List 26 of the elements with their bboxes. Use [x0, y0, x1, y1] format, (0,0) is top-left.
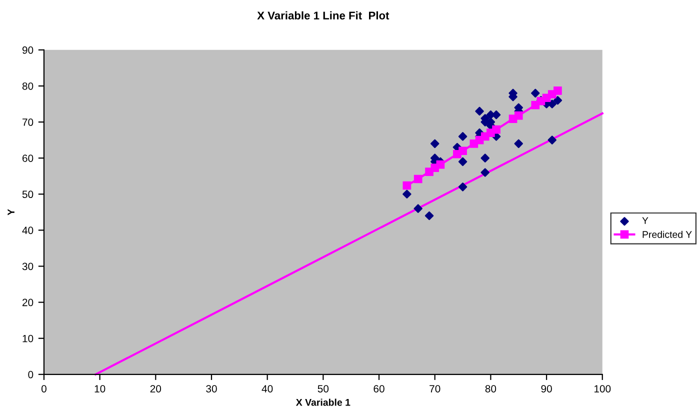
- x-tick-label: 60: [374, 385, 384, 392]
- y-tick-label: 70: [22, 118, 34, 126]
- y-tick-label: 30: [22, 262, 34, 270]
- y-tick-label: 90: [22, 46, 34, 54]
- x-tick-label: 0: [41, 385, 46, 392]
- y-tick-label: 20: [22, 298, 34, 306]
- x-tick-label: 20: [150, 385, 162, 392]
- x-tick-label: 100: [594, 385, 611, 392]
- x-tick-label: 70: [430, 385, 440, 392]
- x-tick-label: 30: [206, 385, 217, 392]
- x-tick-label: 90: [541, 385, 552, 392]
- y-tick-label: 40: [22, 226, 34, 234]
- y-tick-label: 0: [28, 370, 34, 378]
- x-tick-label: 10: [94, 385, 106, 392]
- y-tick-label: 60: [22, 154, 34, 162]
- y-tick-label: 10: [22, 334, 34, 342]
- y-tick-label: 80: [22, 82, 34, 90]
- x-tick-label: 50: [318, 385, 329, 392]
- chart-title: X Variable 1 Line Fit Plot: [257, 11, 390, 20]
- y-axis-title: Y: [8, 209, 14, 216]
- legend-label: Predicted Y: [642, 230, 692, 238]
- x-tick-label: 80: [485, 385, 496, 392]
- x-tick-label: 40: [262, 385, 273, 392]
- legend-label: Y: [642, 217, 648, 224]
- x-axis-title: X Variable 1: [296, 398, 350, 406]
- y-tick-label: 50: [22, 190, 34, 198]
